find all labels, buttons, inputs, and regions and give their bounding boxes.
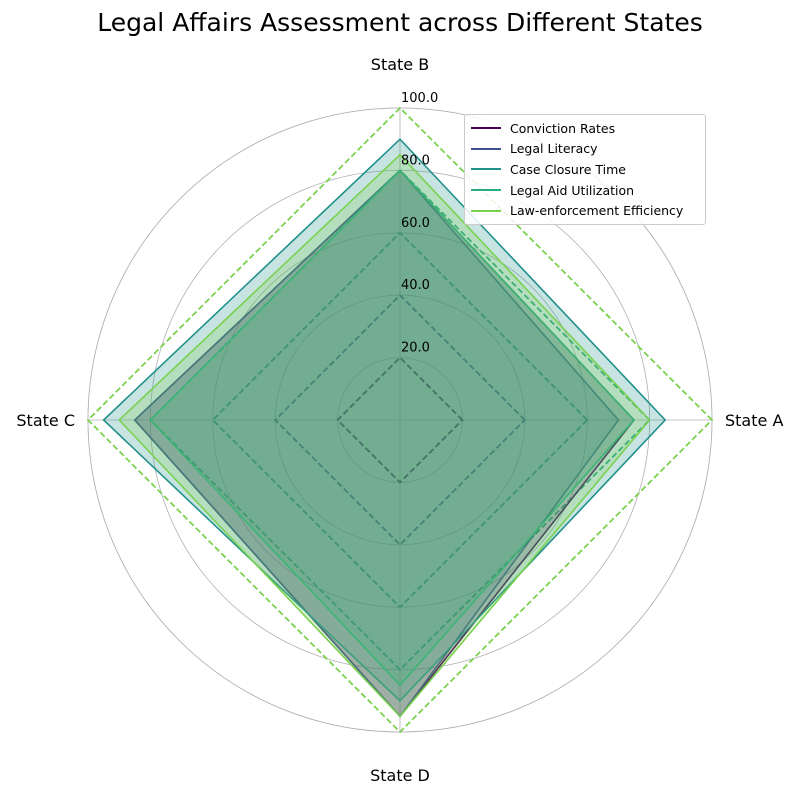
reference-diamond bbox=[273, 293, 527, 547]
series-polygon bbox=[102, 138, 667, 702]
category-label: State B bbox=[371, 55, 429, 74]
category-label: State C bbox=[16, 411, 75, 430]
chart-title: Legal Affairs Assessment across Differen… bbox=[97, 8, 703, 37]
radial-tick-label: 80.0 bbox=[401, 153, 430, 168]
legend-item: Case Closure Time bbox=[465, 159, 705, 180]
series-polygon bbox=[133, 169, 620, 718]
series-polygons bbox=[102, 138, 667, 718]
radial-tick-label: 100.0 bbox=[401, 91, 438, 106]
legend-swatch bbox=[471, 127, 501, 130]
legend-label: Legal Literacy bbox=[510, 141, 598, 157]
legend: Conviction Rates Legal Literacy Case Closu… bbox=[464, 114, 706, 225]
radial-tick-label: 60.0 bbox=[401, 216, 430, 231]
legend-item: Conviction Rates bbox=[465, 118, 705, 139]
series-polygon bbox=[149, 169, 636, 687]
legend-swatch bbox=[471, 209, 501, 212]
series-polygon bbox=[118, 153, 651, 718]
reference-diamond bbox=[336, 356, 464, 484]
legend-swatch bbox=[471, 168, 501, 171]
legend-label: Conviction Rates bbox=[510, 120, 616, 136]
axis-labels: State A State B State C State D 20.0 40.0 60.0… bbox=[16, 55, 783, 785]
legend-item: Law-enforcement Efficiency bbox=[465, 200, 705, 221]
radial-tick-label: 40.0 bbox=[401, 278, 430, 293]
legend-swatch bbox=[471, 147, 501, 150]
reference-diamond bbox=[86, 106, 714, 734]
legend-item: Legal Literacy bbox=[465, 139, 705, 160]
category-label: State A bbox=[725, 411, 783, 430]
legend-label: Legal Aid Utilization bbox=[510, 182, 635, 198]
category-label: State D bbox=[370, 766, 430, 785]
legend-swatch bbox=[471, 189, 501, 192]
radial-tick-label: 20.0 bbox=[401, 341, 430, 356]
legend-label: Law-enforcement Efficiency bbox=[510, 203, 684, 219]
legend-item: Legal Aid Utilization bbox=[465, 180, 705, 201]
reference-diamond bbox=[211, 231, 589, 609]
legend-label: Case Closure Time bbox=[510, 161, 626, 177]
